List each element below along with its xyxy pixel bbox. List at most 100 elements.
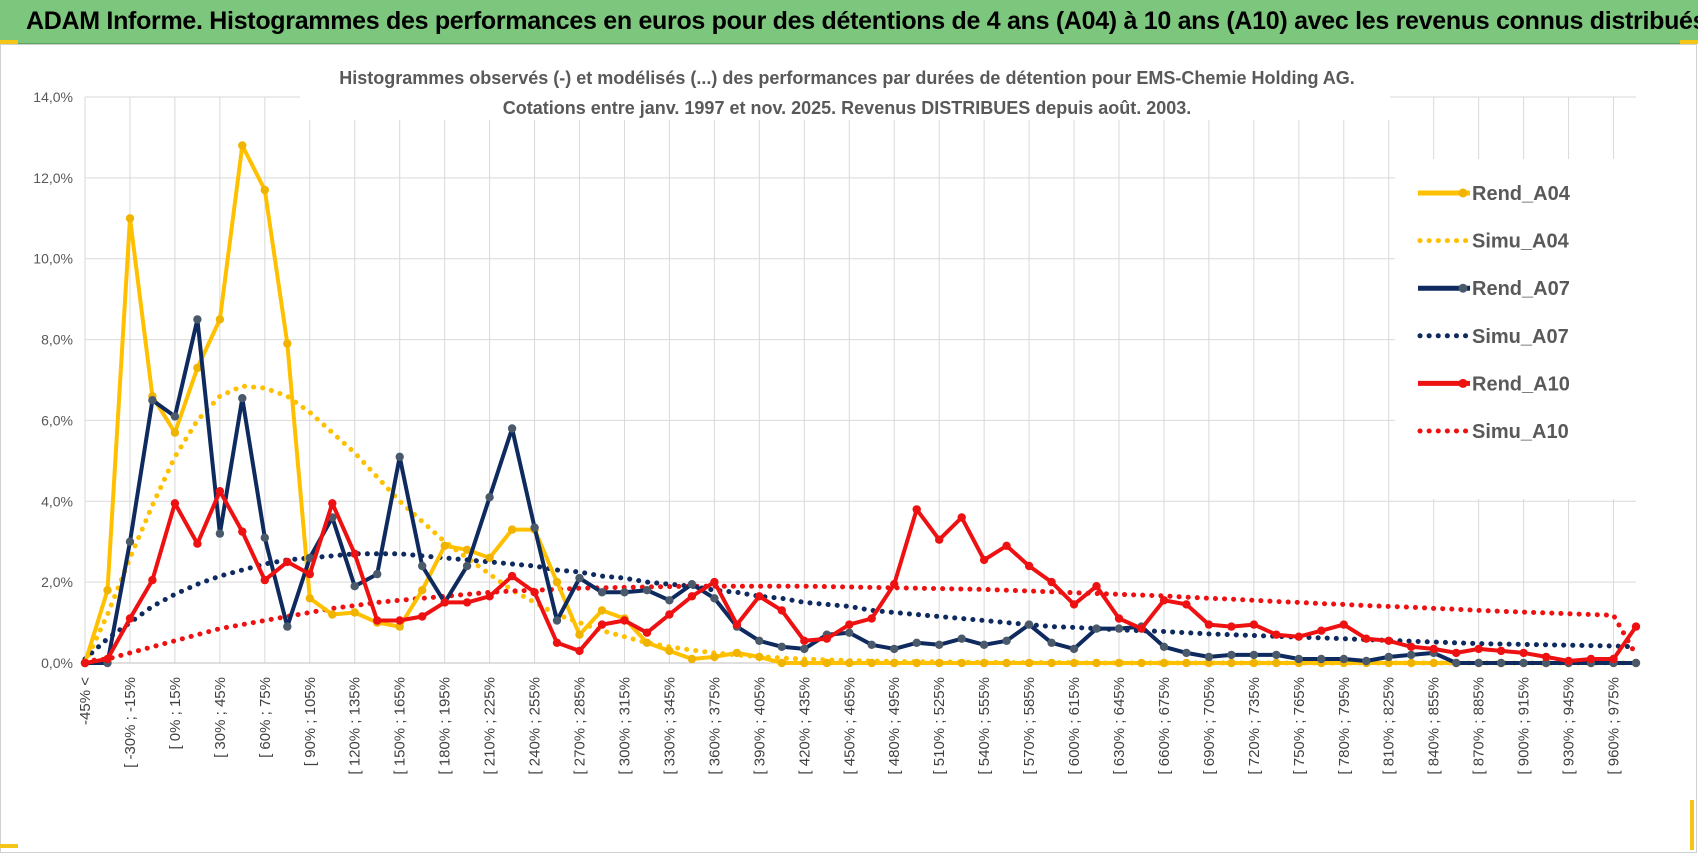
- data-point: [777, 642, 786, 651]
- data-point: [597, 606, 607, 615]
- x-tick-label: [ 180% ; 195%: [437, 677, 454, 775]
- data-point: [373, 616, 382, 625]
- data-point: [485, 493, 494, 502]
- data-point: [507, 571, 517, 581]
- data-point: [103, 654, 112, 664]
- data-point: [148, 396, 157, 405]
- data-point: [1541, 658, 1551, 668]
- data-point: [395, 622, 404, 631]
- data-point: [1294, 654, 1304, 664]
- data-point: [642, 628, 652, 637]
- data-point: [260, 185, 269, 195]
- data-point: [1182, 648, 1191, 658]
- data-point: [1317, 626, 1326, 635]
- data-point: [170, 499, 180, 508]
- data-point: [125, 614, 135, 623]
- data-point: [350, 608, 359, 617]
- data-point: [1429, 644, 1438, 654]
- data-point: [1272, 630, 1281, 639]
- x-tick-label: [ 870% ; 885%: [1471, 677, 1488, 775]
- data-point: [979, 640, 989, 649]
- data-point: [1519, 648, 1528, 658]
- data-point: [935, 658, 944, 668]
- y-tick-label: 10,0%: [33, 251, 73, 267]
- data-point: [238, 141, 247, 150]
- data-point: [215, 529, 225, 538]
- data-point: [283, 622, 292, 631]
- x-tick-label: [ 330% ; 345%: [661, 677, 678, 775]
- x-axis-ticks: -45% < [ -30% ; -15% [ 0% ; 15% [ 30% ; 45%…: [77, 677, 1623, 775]
- data-point: [1339, 620, 1349, 629]
- data-point: [1024, 620, 1034, 629]
- data-point: [125, 537, 135, 546]
- data-point: [170, 412, 180, 421]
- data-point: [1047, 577, 1056, 587]
- title-backdrop: [300, 58, 1390, 120]
- data-point: [1631, 622, 1641, 631]
- y-tick-label: 6,0%: [41, 412, 73, 428]
- x-tick-label: [ 270% ; 285%: [572, 677, 589, 775]
- data-point: [732, 620, 742, 629]
- data-point: [215, 487, 225, 496]
- chart-subtitle: Cotations entre janv. 1997 et nov. 2025.…: [503, 98, 1192, 118]
- data-point: [957, 658, 966, 668]
- data-point: [170, 428, 180, 437]
- data-point: [845, 628, 854, 637]
- data-point: [642, 586, 652, 595]
- data-point: [1294, 632, 1304, 641]
- data-point: [507, 525, 517, 534]
- x-tick-label: [ 570% ; 585%: [1021, 677, 1038, 775]
- data-point: [305, 569, 314, 579]
- data-point: [665, 646, 674, 656]
- data-point: [193, 315, 202, 324]
- data-point: [1541, 652, 1551, 662]
- data-point: [1474, 658, 1483, 668]
- data-point: [687, 580, 697, 589]
- data-point: [1069, 644, 1079, 654]
- legend-label: Rend_A04: [1472, 183, 1571, 205]
- data-point: [575, 573, 584, 583]
- data-point: [1631, 658, 1641, 668]
- data-point: [1182, 658, 1191, 668]
- data-point: [238, 527, 247, 536]
- data-point: [1474, 644, 1483, 654]
- data-point: [710, 594, 719, 603]
- data-point: [642, 638, 652, 647]
- data-point: [845, 620, 854, 629]
- data-point: [1339, 654, 1349, 664]
- data-point: [395, 452, 404, 461]
- data-point: [732, 648, 742, 658]
- data-point: [1159, 658, 1169, 668]
- series-rend-a10: [80, 487, 1641, 668]
- data-point: [1092, 658, 1101, 668]
- data-point: [125, 214, 135, 223]
- y-tick-label: 0,0%: [41, 655, 73, 671]
- x-tick-label: [ 630% ; 645%: [1111, 677, 1128, 775]
- data-point: [800, 636, 809, 645]
- data-point: [238, 394, 247, 403]
- legend-label: Simu_A07: [1472, 326, 1569, 348]
- data-point: [1249, 620, 1259, 629]
- data-point: [193, 539, 202, 548]
- data-point: [665, 610, 674, 619]
- corner-accent-tl: [0, 40, 18, 44]
- data-point: [328, 499, 337, 508]
- x-tick-label: [ 390% ; 405%: [751, 677, 768, 775]
- x-tick-label: -45% <: [77, 677, 94, 725]
- report-banner: ADAM Informe. Histogrammes des performan…: [0, 0, 1698, 44]
- data-point: [193, 363, 202, 373]
- data-point: [1452, 648, 1461, 658]
- y-tick-label: 4,0%: [41, 493, 73, 509]
- data-point: [620, 616, 629, 625]
- data-point: [1047, 658, 1056, 668]
- legend-item-simu-a07: Simu_A07: [1417, 326, 1569, 348]
- data-point: [867, 640, 876, 649]
- legend-item-rend-a07: Rend_A07: [1418, 278, 1570, 300]
- data-point: [1384, 658, 1393, 668]
- data-point: [462, 598, 472, 607]
- legend-box: [1395, 159, 1640, 499]
- y-tick-label: 2,0%: [41, 574, 73, 590]
- data-point: [1069, 600, 1079, 609]
- x-tick-label: [ -30% ; -15%: [122, 677, 139, 768]
- legend-label: Simu_A10: [1472, 421, 1569, 443]
